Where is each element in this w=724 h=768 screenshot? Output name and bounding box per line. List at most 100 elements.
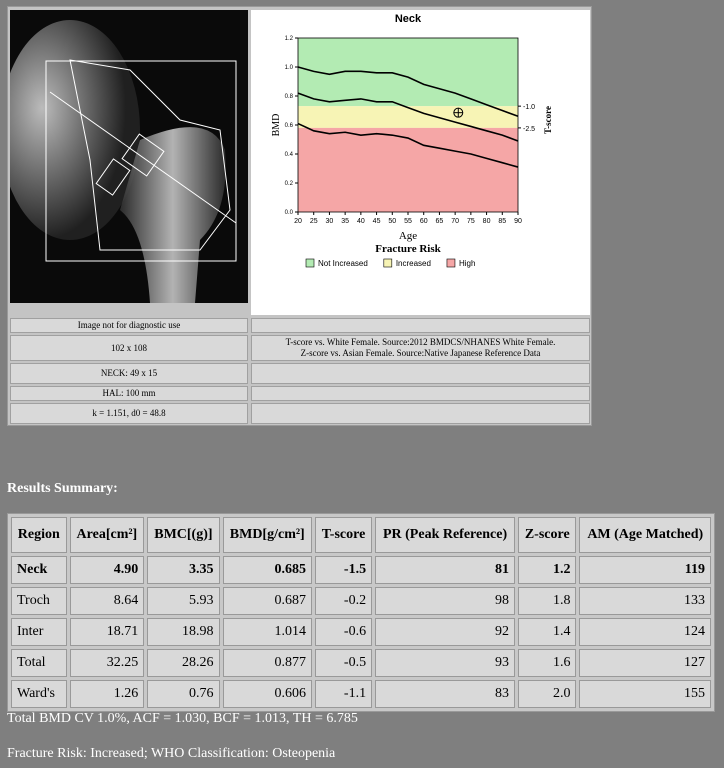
info-cell: Image not for diagnostic use [10, 318, 248, 333]
result-cell: 155 [579, 680, 711, 708]
column-header: BMD[g/cm²] [222, 517, 312, 553]
result-cell: -1.5 [314, 556, 373, 584]
column-header: BMC[(g)] [147, 517, 220, 553]
results-table-wrap: Region Area[cm²] BMC[(g)] BMD[g/cm²] T-score… [7, 513, 715, 712]
result-cell: Neck [11, 556, 67, 584]
risk-band [298, 38, 518, 107]
footer-line: Total BMD CV 1.0%, ACF = 1.030, BCF = 1.… [7, 711, 358, 726]
legend-swatch [305, 258, 315, 268]
info-cell: k = 1.151, d0 = 48.8 [10, 403, 248, 424]
y-tick-label: 0.4 [285, 152, 294, 158]
result-cell: 81 [375, 556, 516, 584]
result-row: Troch 8.64 5.93 0.687 -0.2 98 1.8 133 [11, 587, 711, 615]
result-cell: 32.25 [69, 649, 145, 677]
reference-curve [297, 66, 519, 118]
result-cell: 83 [375, 680, 516, 708]
result-cell: 93 [375, 649, 516, 677]
result-cell: 1.26 [69, 680, 145, 708]
x-tick-label: 25 [310, 218, 318, 225]
risk-band [298, 106, 518, 128]
column-header: T-score [314, 517, 373, 553]
result-cell: 0.685 [222, 556, 312, 584]
result-cell: 5.93 [147, 587, 220, 615]
column-header: AM (Age Matched) [579, 517, 711, 553]
result-cell: 3.35 [147, 556, 220, 584]
result-cell: -0.6 [314, 618, 373, 646]
result-row: Inter 18.71 18.98 1.014 -0.6 92 1.4 124 [11, 618, 711, 646]
info-cell: NECK: 49 x 15 [10, 363, 248, 384]
header-row: Region Area[cm²] BMC[(g)] BMD[g/cm²] T-score… [11, 517, 711, 553]
y-axis-label: BMD [271, 114, 282, 137]
result-cell: 92 [375, 618, 516, 646]
risk-band [298, 127, 518, 212]
result-cell: 8.64 [69, 587, 145, 615]
result-cell: -0.5 [314, 649, 373, 677]
y-tick-label: 1.2 [285, 36, 294, 42]
x-tick-label: 60 [420, 218, 428, 225]
legend-label: Increased [396, 259, 431, 268]
info-text: T-score vs. White Female. Source:2012 BM… [285, 337, 556, 347]
x-tick-label: 80 [483, 218, 491, 225]
x-tick-label: 30 [326, 218, 334, 225]
x-tick-label: 70 [451, 218, 459, 225]
result-cell: Total [11, 649, 67, 677]
result-cell: 133 [579, 587, 711, 615]
x-tick-label: 40 [357, 218, 365, 225]
x-tick-label: 75 [467, 218, 475, 225]
column-header: PR (Peak Reference) [375, 517, 516, 553]
info-cell: 102 x 108 [10, 335, 248, 361]
x-axis-label: Age [399, 230, 417, 242]
y2-tick-label: -1.0 [523, 104, 535, 111]
result-cell: 28.26 [147, 649, 220, 677]
x-tick-label: 55 [404, 218, 412, 225]
legend-title: Fracture Risk [375, 243, 441, 255]
legend-label: High [459, 259, 475, 268]
results-title: Results Summary: [7, 481, 118, 496]
column-header: Area[cm²] [69, 517, 145, 553]
result-row: Ward's 1.26 0.76 0.606 -1.1 83 2.0 155 [11, 680, 711, 708]
chart-title: Neck [395, 13, 422, 25]
legend-swatch [383, 258, 393, 268]
result-cell: 0.76 [147, 680, 220, 708]
info-cell [251, 386, 590, 401]
result-cell: -1.1 [314, 680, 373, 708]
y-tick-label: 0.6 [285, 123, 294, 129]
result-cell: Troch [11, 587, 67, 615]
patient-marker [453, 107, 464, 118]
x-tick-label: 35 [341, 218, 349, 225]
result-cell: 18.98 [147, 618, 220, 646]
column-header: Region [11, 517, 67, 553]
result-cell: 0.877 [222, 649, 312, 677]
result-cell: 119 [579, 556, 711, 584]
y-tick-label: 0.8 [285, 94, 294, 100]
x-tick-label: 85 [498, 218, 506, 225]
result-cell: 4.90 [69, 556, 145, 584]
y2-axis-label: T-score [543, 106, 553, 134]
y-tick-label: 0.2 [285, 181, 294, 187]
info-cell [251, 363, 590, 384]
info-cell [251, 403, 590, 424]
result-cell: 1.014 [222, 618, 312, 646]
result-cell: 1.8 [518, 587, 577, 615]
footer-line: Fracture Risk: Increased; WHO Classifica… [7, 746, 336, 761]
x-tick-label: 45 [373, 218, 381, 225]
info-text: Z-score vs. Asian Female. Source:Native … [300, 348, 541, 358]
result-row: Total 32.25 28.26 0.877 -0.5 93 1.6 127 [11, 649, 711, 677]
x-tick-label: 90 [514, 218, 522, 225]
legend-label: Not Increased [318, 259, 368, 268]
result-cell: 1.6 [518, 649, 577, 677]
info-cell: HAL: 100 mm [10, 386, 248, 401]
result-cell: Ward's [11, 680, 67, 708]
y2-tick-label: -2.5 [523, 126, 535, 133]
y-tick-label: 1.0 [285, 65, 294, 71]
result-cell: 98 [375, 587, 516, 615]
result-row: Neck 4.90 3.35 0.685 -1.5 81 1.2 119 [11, 556, 711, 584]
legend-swatch [446, 258, 456, 268]
x-tick-label: 50 [388, 218, 396, 225]
reference-curve [297, 92, 519, 142]
result-cell: 18.71 [69, 618, 145, 646]
y-tick-label: 0.0 [285, 210, 294, 216]
result-cell: 1.4 [518, 618, 577, 646]
result-cell: 127 [579, 649, 711, 677]
